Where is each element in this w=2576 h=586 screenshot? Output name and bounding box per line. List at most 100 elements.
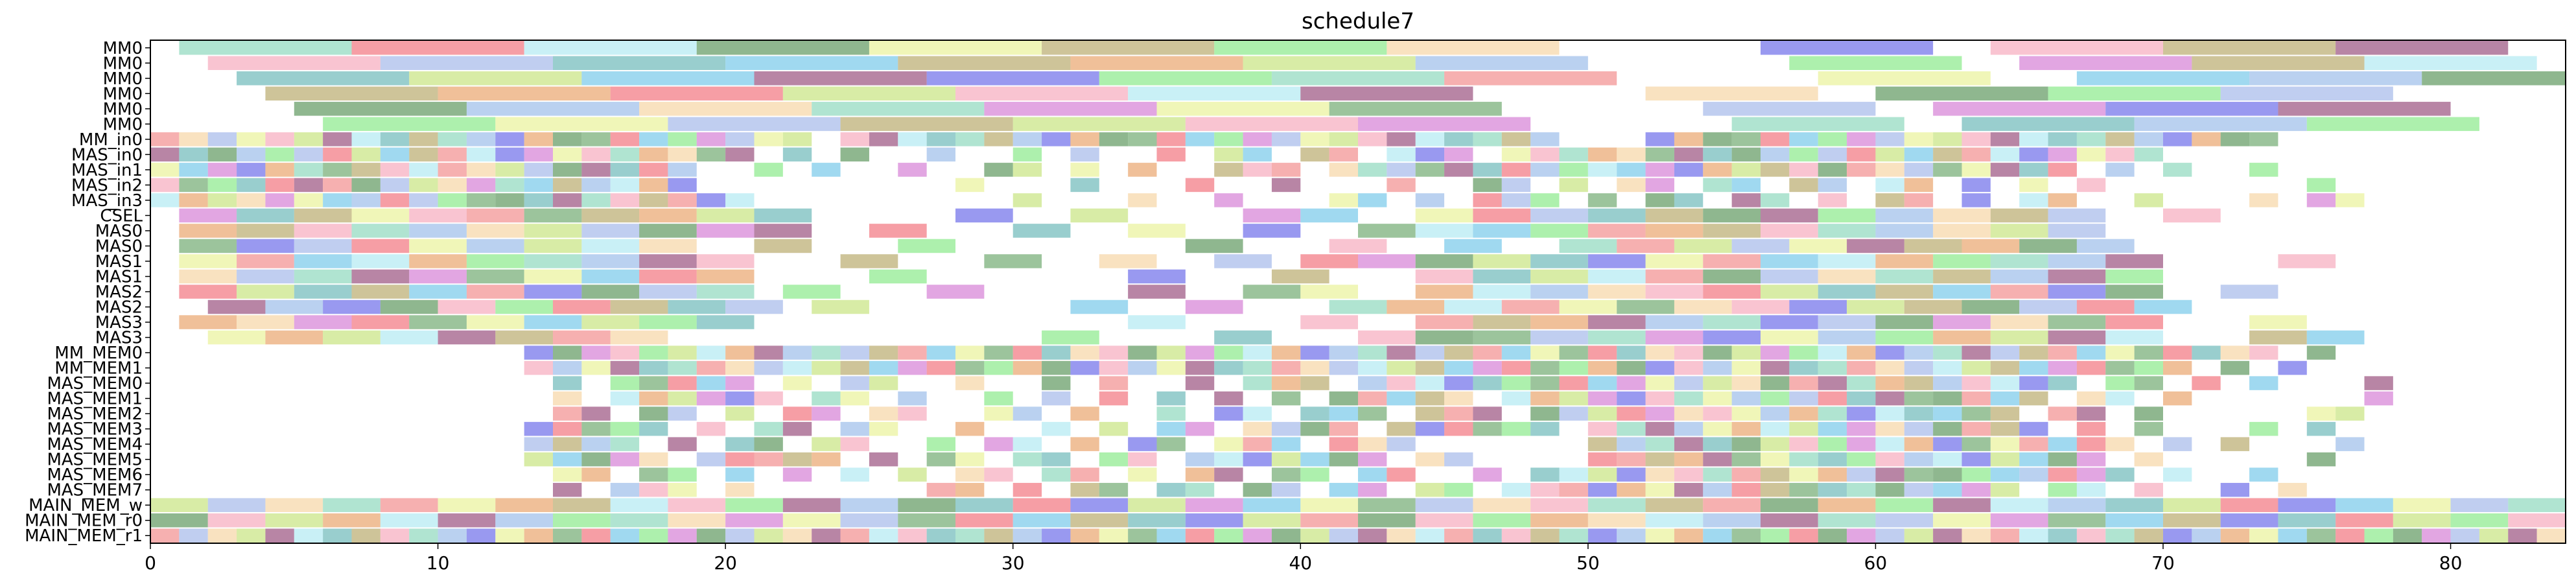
task-bar [1387, 528, 1416, 543]
task-bar [1530, 269, 1588, 284]
task-bar [553, 391, 582, 406]
task-bar [524, 437, 553, 451]
task-bar [2278, 513, 2336, 528]
task-bar [754, 452, 783, 467]
task-bar [1415, 269, 1473, 284]
task-bar [696, 254, 755, 268]
task-bar [1904, 239, 1962, 253]
task-bar [2048, 254, 2106, 268]
task-bar [696, 132, 726, 146]
task-bar [610, 528, 640, 543]
task-bar [1473, 254, 1531, 268]
task-bar [1847, 239, 1904, 253]
task-bar [869, 132, 898, 146]
task-bar [2306, 178, 2336, 193]
task-bar [1185, 239, 1243, 253]
task-bar [2278, 254, 2336, 268]
task-bar [1587, 330, 1646, 345]
task-bar [265, 132, 294, 146]
task-bar [1731, 528, 1761, 543]
task-bar [1358, 437, 1387, 451]
task-bar [898, 498, 955, 512]
task-bar [1961, 528, 1991, 543]
task-bar [1387, 346, 1416, 360]
task-bar [1387, 437, 1416, 451]
task-bar [869, 269, 927, 284]
task-bar [237, 315, 294, 329]
task-bar [1501, 193, 1531, 207]
task-bar [1587, 391, 1617, 406]
task-bar [1731, 239, 1790, 253]
task-bar [639, 421, 668, 436]
task-bar [1185, 498, 1243, 512]
task-bar [1530, 132, 1560, 146]
task-bar [1761, 376, 1790, 390]
task-bar [955, 346, 985, 360]
task-bar [2019, 360, 2048, 375]
task-bar [1156, 360, 1186, 375]
task-bar [1444, 406, 1473, 421]
task-bar [955, 132, 985, 146]
task-bar [2048, 437, 2077, 451]
task-bar [179, 41, 352, 55]
task-bar [524, 421, 553, 436]
task-bar [782, 346, 812, 360]
task-bar [1530, 315, 1588, 329]
task-bar [2163, 132, 2192, 146]
task-bar [438, 178, 467, 193]
task-bar [380, 132, 410, 146]
task-bar [1444, 360, 1473, 375]
task-bar [1214, 467, 1243, 482]
task-bar [1674, 452, 1704, 467]
task-bar [351, 254, 410, 268]
task-bar [840, 498, 898, 512]
task-bar [1847, 147, 1876, 162]
task-bar [926, 360, 955, 375]
task-bar [1300, 513, 1358, 528]
task-bar [1818, 452, 1847, 467]
task-bar [581, 406, 611, 421]
task-bar [2134, 299, 2192, 314]
task-bar [1559, 391, 1588, 406]
task-bar [237, 132, 266, 146]
task-bar [1243, 285, 1301, 299]
task-bar [1645, 452, 1674, 467]
task-bar [1731, 163, 1761, 177]
task-bar [1559, 360, 1588, 375]
task-bar [1875, 513, 1934, 528]
task-bar [1099, 452, 1129, 467]
task-bar [466, 163, 496, 177]
task-bar [351, 269, 410, 284]
task-bar [668, 299, 726, 314]
task-bar [1358, 132, 1387, 146]
task-bar [1703, 269, 1761, 284]
task-bar [2278, 482, 2307, 497]
task-bar [2536, 528, 2566, 543]
task-bar [1473, 528, 1502, 543]
y-tick-label: MAS3 [95, 329, 143, 348]
task-bar [581, 467, 611, 482]
task-bar [1761, 224, 1818, 238]
task-bar [294, 132, 323, 146]
task-bar [207, 132, 237, 146]
task-bar [1587, 360, 1617, 375]
task-bar [2422, 71, 2566, 86]
task-bar [1961, 467, 1991, 482]
task-bar [438, 86, 611, 101]
task-bar [812, 346, 841, 360]
task-bar [179, 269, 237, 284]
task-bar [553, 421, 582, 436]
task-bar [1789, 346, 1818, 360]
task-bar [294, 254, 352, 268]
task-bar [1645, 86, 1818, 101]
task-bar [466, 269, 524, 284]
y-tick-label: MAS0 [95, 222, 143, 241]
task-bar [639, 376, 668, 390]
task-bar [1703, 437, 1732, 451]
task-bar [926, 346, 955, 360]
task-bar [1444, 71, 1617, 86]
task-bar [2163, 208, 2221, 223]
task-bar [1099, 391, 1129, 406]
task-bar [409, 224, 467, 238]
